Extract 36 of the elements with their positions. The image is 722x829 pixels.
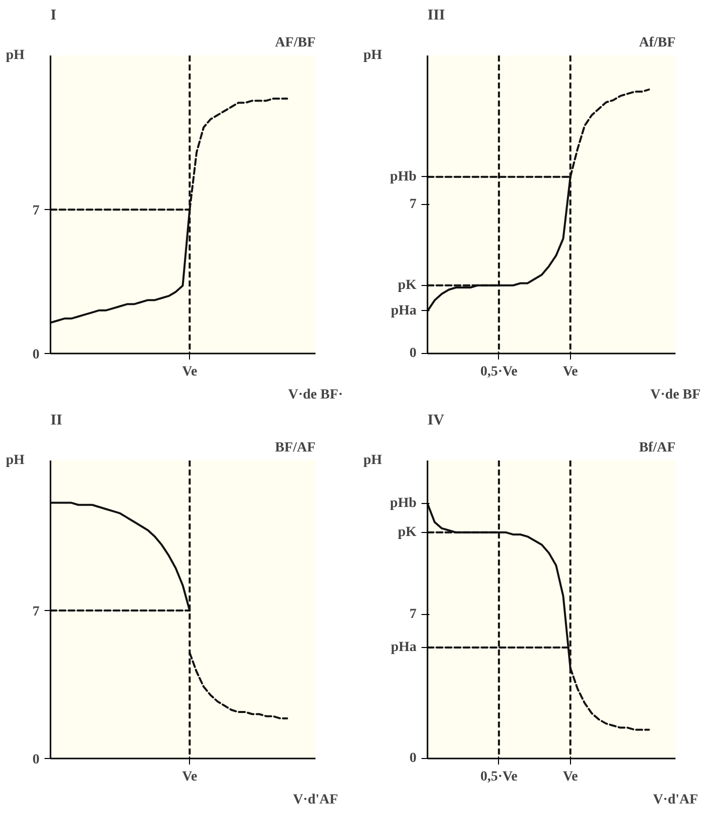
chart-title: III xyxy=(428,8,446,24)
chart-title: II xyxy=(50,412,62,428)
chart-title: IV xyxy=(428,412,444,428)
x-tick-label: Ve xyxy=(562,770,578,784)
x-axis-title: V·d'AF xyxy=(652,792,698,808)
y-axis-title: pH xyxy=(363,48,382,63)
y-tick-label: 0 xyxy=(32,348,40,362)
x-tick-label: 0,5·Ve xyxy=(480,364,518,380)
x-axis-title: V·de BF· xyxy=(288,388,343,402)
y-tick-label: 0 xyxy=(410,751,416,766)
chart-subtitle: AF/BF xyxy=(275,36,316,50)
y-tick-label: pK xyxy=(398,524,417,540)
x-tick-label: 0,5·Ve xyxy=(480,770,518,784)
x-tick-label: Ve xyxy=(562,364,578,380)
chart-subtitle: Bf/AF xyxy=(638,440,676,456)
y-tick-label: pK xyxy=(398,278,417,293)
y-tick-label: 0 xyxy=(410,346,416,361)
y-axis-title: pH xyxy=(6,453,25,468)
y-tick-label: pHa xyxy=(390,303,417,318)
y-tick-label: pHb xyxy=(390,169,417,184)
y-tick-label: 7 xyxy=(32,204,40,219)
chart-subtitle: BF/AF xyxy=(275,440,316,456)
chart-subtitle: Af/BF xyxy=(638,36,676,50)
x-axis-title: V·d'AF xyxy=(292,792,338,808)
y-tick-label: 7 xyxy=(410,607,416,622)
y-tick-label: 7 xyxy=(410,197,416,212)
x-tick-label: Ve xyxy=(182,364,198,380)
y-tick-label: 7 xyxy=(32,604,40,620)
y-tick-label: pHb xyxy=(390,496,417,512)
y-tick-label: 0 xyxy=(32,752,40,768)
x-tick-label: Ve xyxy=(182,770,198,784)
y-axis-title: pH xyxy=(6,48,25,63)
y-tick-label: pHa xyxy=(390,640,417,656)
chart-title: I xyxy=(50,8,56,24)
x-axis-title: V·de BF xyxy=(650,388,701,402)
y-axis-title: pH xyxy=(363,453,382,468)
